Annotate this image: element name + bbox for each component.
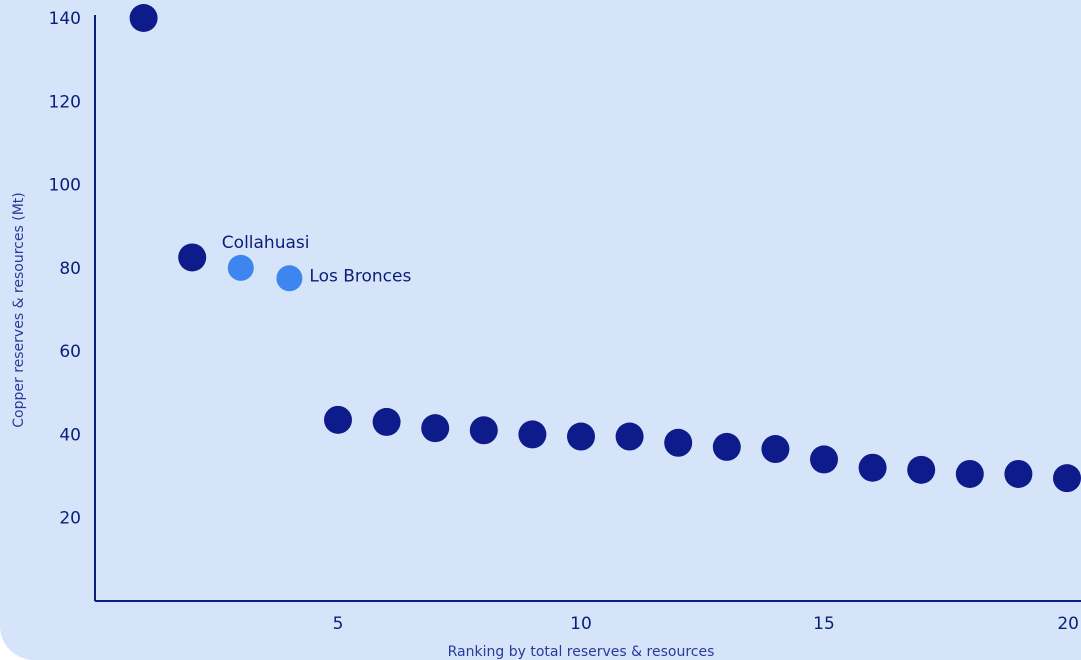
- x-tick-label: 20: [1057, 614, 1079, 634]
- data-point: [567, 422, 595, 451]
- x-tick-label: 10: [570, 614, 592, 634]
- data-point: [907, 455, 936, 484]
- y-axis-title: Copper reserves & resources (Mt): [11, 192, 27, 427]
- data-point: [955, 459, 984, 488]
- data-point: [712, 432, 741, 461]
- data-point: [615, 422, 644, 451]
- axes: [94, 15, 1081, 602]
- data-point: [421, 414, 450, 443]
- highlight-point: [227, 254, 254, 281]
- point-label: Collahuasi: [222, 233, 310, 253]
- y-tick-label: 120: [49, 92, 81, 112]
- highlight-point: [276, 265, 303, 292]
- y-tick-label: 80: [59, 259, 81, 279]
- y-tick-label: 140: [49, 9, 81, 29]
- data-point: [129, 4, 158, 32]
- y-tick-label: 40: [59, 425, 81, 445]
- y-tick-label: 20: [59, 509, 81, 529]
- data-point: [1004, 459, 1033, 488]
- data-point: [324, 405, 352, 434]
- data-point: [469, 416, 498, 445]
- data-point: [761, 435, 790, 464]
- point-labels: Collahuasi Los Bronces: [222, 233, 412, 286]
- data-point: [372, 407, 401, 436]
- data-point: [178, 243, 207, 272]
- x-axis-title: Ranking by total reserves & resources: [448, 644, 715, 660]
- data-point: [858, 453, 887, 482]
- data-point: [1053, 464, 1081, 493]
- point-label: Los Bronces: [309, 266, 411, 286]
- x-tick-label: 15: [813, 614, 835, 634]
- x-tick-labels: 5 10 15 20: [333, 614, 1079, 634]
- data-points: [129, 4, 1081, 493]
- data-point: [810, 445, 838, 474]
- x-tick-label: 5: [333, 614, 344, 634]
- y-tick-labels: 20 40 60 80 100 120 140: [49, 9, 81, 529]
- data-point: [664, 428, 693, 457]
- data-point: [518, 420, 547, 449]
- y-tick-label: 100: [49, 176, 81, 196]
- y-tick-label: 60: [59, 342, 81, 362]
